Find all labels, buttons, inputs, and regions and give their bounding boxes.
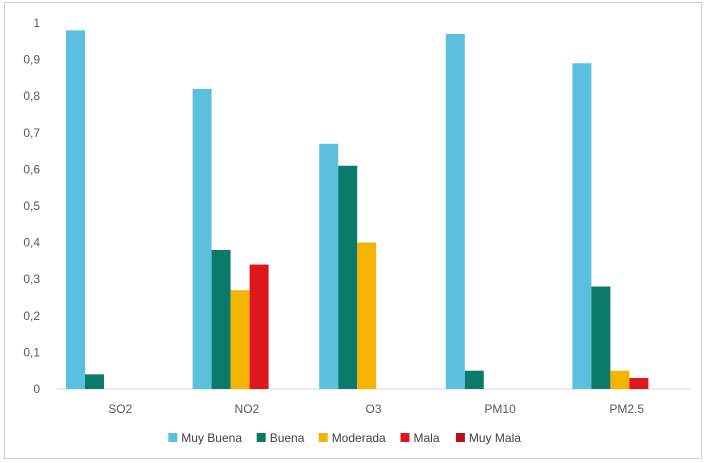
bar-buena-no2 xyxy=(211,249,231,389)
x-tick-label: SO2 xyxy=(108,402,132,416)
x-tick-label: O3 xyxy=(365,402,381,416)
bar-buena-pm10 xyxy=(464,370,484,389)
bar-muy-buena-pm25 xyxy=(572,63,592,389)
legend-item: Moderada xyxy=(318,431,386,445)
x-tick-label: NO2 xyxy=(235,402,260,416)
legend-label: Mala xyxy=(414,431,440,445)
bars-group xyxy=(66,30,649,389)
legend-item: Muy Buena xyxy=(168,431,242,445)
y-tick-label: 0,5 xyxy=(23,199,40,213)
bar-moderada-no2 xyxy=(230,290,250,389)
bar-buena-pm25 xyxy=(591,286,611,389)
bar-muy-buena-no2 xyxy=(192,88,212,389)
bar-moderada-pm25 xyxy=(610,370,630,389)
bar-buena-so2 xyxy=(85,374,104,389)
legend-label: Muy Mala xyxy=(469,431,521,445)
y-tick-label: 0,4 xyxy=(23,236,40,250)
legend-swatch xyxy=(400,433,410,442)
y-tick-label: 0,2 xyxy=(23,309,40,323)
y-tick-label: 0,9 xyxy=(23,53,40,67)
y-axis: 0 0,1 0,2 0,3 0,4 0,5 0,6 0,7 0,8 0,9 1 xyxy=(23,16,40,396)
bar-muy-buena-so2 xyxy=(66,30,85,389)
bar-mala-pm25 xyxy=(629,378,649,389)
bar-buena-o3 xyxy=(338,165,358,389)
y-tick-label: 0,6 xyxy=(23,162,40,176)
y-tick-label: 0,1 xyxy=(23,345,40,359)
y-tick-label: 0,8 xyxy=(23,89,40,103)
legend-item: Muy Mala xyxy=(455,431,521,445)
legend-item: Mala xyxy=(400,431,440,445)
legend: Muy Buena Buena Moderada Mala Muy Mala xyxy=(168,431,521,445)
y-tick-label: 0,3 xyxy=(23,272,40,286)
y-tick-label: 0 xyxy=(33,382,40,396)
bar-muy-buena-pm10 xyxy=(445,33,465,389)
legend-label: Moderada xyxy=(332,431,386,445)
legend-swatch xyxy=(455,433,465,442)
bar-mala-no2 xyxy=(249,264,269,389)
legend-swatch xyxy=(168,433,178,442)
y-tick-label: 0,7 xyxy=(23,126,40,140)
bar-muy-buena-o3 xyxy=(319,143,339,389)
x-tick-label: PM10 xyxy=(484,402,516,416)
x-tick-label: PM2.5 xyxy=(609,402,644,416)
legend-item: Buena xyxy=(256,431,305,445)
bar-moderada-o3 xyxy=(357,242,377,389)
legend-swatch xyxy=(318,433,328,442)
x-axis: SO2 NO2 O3 PM10 PM2.5 xyxy=(108,402,644,416)
legend-label: Buena xyxy=(270,431,305,445)
y-tick-label: 1 xyxy=(33,16,40,30)
legend-swatch xyxy=(256,433,266,442)
legend-label: Muy Buena xyxy=(181,431,242,445)
